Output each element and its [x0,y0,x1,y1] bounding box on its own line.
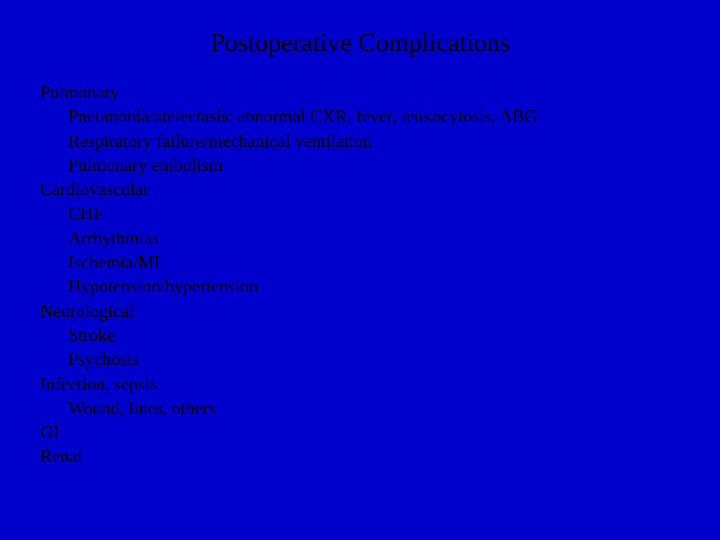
slide-title: Postoperative Complications [40,28,680,58]
list-item: CHF [68,201,680,225]
list-item: Wound, lines, others [68,396,680,420]
category-infection: Infection, sepsis [40,372,680,396]
list-item: Hypotension/hypertension [68,274,680,298]
category-neurological: Neurological [40,299,680,323]
slide-container: Postoperative Complications Pulmonary Pn… [0,0,720,540]
category-renal: Renal [40,444,680,468]
slide-content: Pulmonary Pneumonia/atelectasis: abnorma… [40,80,680,469]
category-gi: GI [40,420,680,444]
list-item: Ischemia/MI [68,250,680,274]
list-item: Pneumonia/atelectasis: abnormal CXR, fev… [68,104,680,128]
category-cardiovascular: Cardiovascular [40,177,680,201]
list-item: Arrhythmias [68,226,680,250]
category-pulmonary: Pulmonary [40,80,680,104]
list-item: Stroke [68,323,680,347]
list-item: Respiratory failure/mechanical ventilati… [68,129,680,153]
list-item: Psychosis [68,347,680,371]
list-item: Pulmonary embolism [68,153,680,177]
